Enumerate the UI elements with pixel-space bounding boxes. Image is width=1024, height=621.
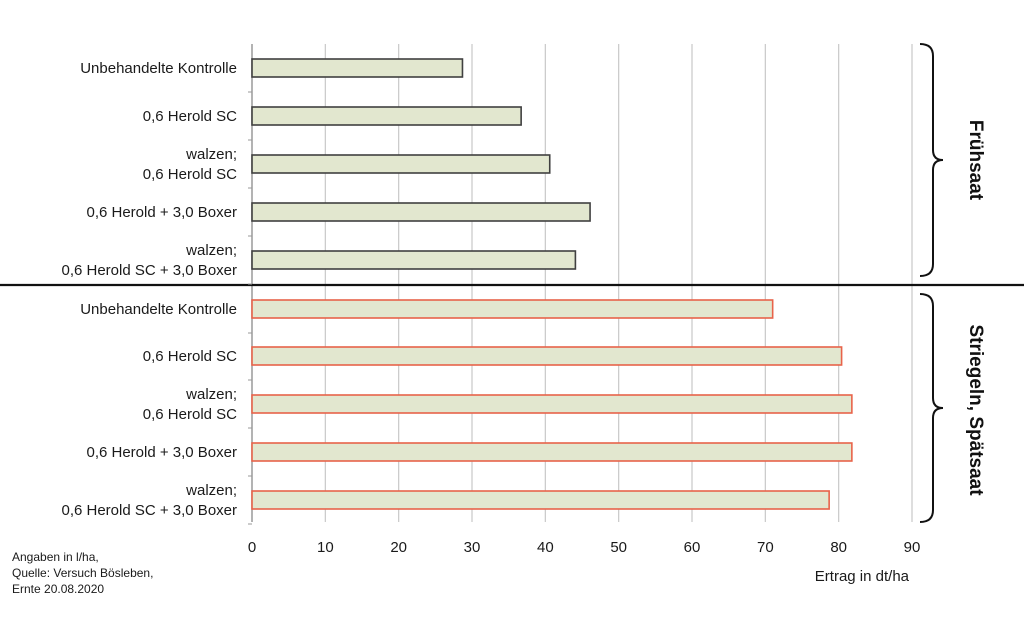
- x-tick-label: 10: [317, 539, 334, 556]
- category-labels: Unbehandelte Kontrolle 0,6 Herold SC walze…: [61, 60, 237, 519]
- x-tick-label: 30: [464, 539, 481, 556]
- category-label: walzen; 0,6 Herold SC + 3,0 Boxer: [61, 482, 237, 519]
- bar: [251, 250, 577, 270]
- x-axis-label: Ertrag in dt/ha: [815, 568, 910, 585]
- note-line-source: Quelle: Versuch Bösleben,: [12, 566, 154, 580]
- category-label: 0,6 Herold SC: [143, 108, 237, 125]
- x-tick-label: 80: [830, 539, 847, 556]
- bar: [251, 106, 522, 126]
- note-line-units: Angaben in l/ha,: [12, 550, 99, 564]
- category-label: walzen; 0,6 Herold SC: [143, 146, 237, 183]
- bar: [251, 299, 774, 319]
- x-tick-label: 0: [248, 539, 256, 556]
- group-label: Striegeln, Spätsaat: [965, 324, 986, 496]
- bar: [251, 346, 843, 366]
- bar: [251, 490, 830, 510]
- x-tick-label: 20: [390, 539, 407, 556]
- bar: [251, 442, 853, 462]
- x-tick-label: 90: [904, 539, 921, 556]
- bar: [251, 394, 853, 414]
- x-tick-label: 60: [684, 539, 701, 556]
- group-bracket: [919, 43, 944, 277]
- category-label: Unbehandelte Kontrolle: [80, 60, 237, 77]
- x-tick-label: 40: [537, 539, 554, 556]
- category-label: 0,6 Herold + 3,0 Boxer: [86, 444, 237, 461]
- category-label: walzen; 0,6 Herold SC + 3,0 Boxer: [61, 242, 237, 279]
- x-tick-label: 50: [610, 539, 627, 556]
- category-label: Unbehandelte Kontrolle: [80, 301, 237, 318]
- bar: [251, 58, 464, 78]
- bars: [251, 58, 853, 510]
- category-label: 0,6 Herold + 3,0 Boxer: [86, 204, 237, 221]
- note-line-harvest: Ernte 20.08.2020: [12, 582, 105, 596]
- x-tick-labels: 0 10 20 30 40 50 60 70 80 90: [248, 539, 921, 556]
- group-brackets: Frühsaat Striegeln, Spätsaat: [919, 43, 986, 523]
- category-label: walzen; 0,6 Herold SC: [143, 386, 237, 423]
- category-label: 0,6 Herold SC: [143, 348, 237, 365]
- bar: [251, 202, 591, 222]
- source-note: Angaben in l/ha, Quelle: Versuch Böslebe…: [12, 549, 153, 597]
- group-label: Frühsaat: [965, 120, 986, 201]
- bar: [251, 154, 551, 174]
- x-tick-label: 70: [757, 539, 774, 556]
- group-bracket: [919, 293, 944, 523]
